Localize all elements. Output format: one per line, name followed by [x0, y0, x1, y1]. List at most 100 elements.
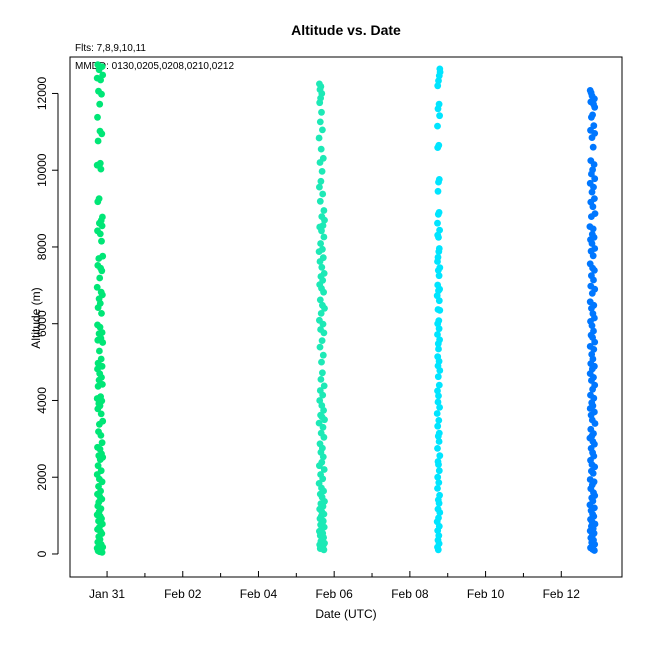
series-flight-8: [315, 80, 328, 554]
data-point: [590, 161, 598, 168]
x-axis: Jan 31 Feb 02 Feb 04 Feb 06 Feb 08 Feb 10 Feb …: [89, 571, 580, 601]
data-point: [436, 367, 444, 374]
data-point: [435, 72, 443, 80]
x-tick-label: Feb 02: [164, 587, 202, 601]
data-point: [316, 258, 324, 265]
y-tick-label: 0: [35, 550, 49, 557]
data-point: [318, 337, 326, 344]
data-point: [591, 338, 599, 346]
data-point: [315, 248, 323, 256]
data-point: [435, 467, 443, 475]
data-point: [433, 410, 441, 417]
data-point: [320, 329, 328, 337]
data-point: [435, 234, 442, 241]
data-point: [588, 134, 596, 142]
data-point: [96, 347, 103, 355]
data-point: [316, 159, 324, 166]
data-point: [93, 283, 101, 291]
data-point: [98, 310, 105, 317]
flights-annotation: Flts: 7,8,9,10,11: [75, 43, 146, 54]
data-point: [591, 420, 599, 427]
data-point: [434, 432, 442, 440]
data-point: [94, 405, 102, 413]
x-tick-label: Feb 04: [240, 587, 278, 601]
data-point: [318, 358, 325, 366]
data-point: [96, 100, 104, 108]
data-point: [319, 351, 327, 359]
data-point: [434, 122, 441, 130]
data-point: [320, 288, 327, 296]
data-point: [319, 423, 327, 431]
data-point: [434, 267, 442, 274]
data-point: [94, 113, 101, 121]
x-axis-label: Date (UTC): [315, 607, 376, 621]
data-point: [591, 547, 598, 554]
y-tick-label: 2000: [35, 464, 49, 491]
data-point: [315, 134, 323, 142]
data-point: [434, 398, 442, 406]
data-point: [436, 112, 443, 120]
y-axis-label: Altitude (m): [29, 287, 43, 348]
data-point: [97, 76, 104, 84]
data-point: [316, 462, 323, 470]
data-point: [434, 82, 442, 90]
data-point: [434, 105, 442, 113]
y-tick-label: 10000: [35, 153, 49, 187]
data-point: [588, 290, 596, 297]
x-tick-label: Feb 10: [467, 587, 505, 601]
data-point: [435, 325, 443, 333]
data-point: [589, 252, 597, 260]
data-point: [319, 126, 326, 134]
data-point: [99, 339, 107, 346]
data-point: [316, 118, 324, 126]
series-flight-10: [586, 87, 599, 554]
data-point: [590, 276, 597, 284]
x-tick-label: Feb 12: [543, 587, 581, 601]
data-point: [434, 144, 442, 152]
data-point: [589, 470, 597, 477]
series-flight-9: [433, 65, 444, 554]
data-point: [320, 546, 328, 554]
y-axis: 0 2000 4000 6000 8000 10000 12000: [35, 76, 59, 557]
data-point: [97, 432, 105, 439]
data-point: [317, 310, 325, 317]
data-point: [317, 145, 325, 153]
data-point: [435, 381, 443, 389]
data-point: [436, 509, 444, 516]
x-tick-label: Feb 06: [315, 587, 353, 601]
data-point: [319, 391, 327, 399]
data-point: [318, 108, 325, 116]
data-point: [591, 175, 599, 183]
data-point: [96, 274, 104, 282]
data-point: [435, 248, 443, 256]
mmdd-annotation: MMDD: 0130,0205,0208,0210,0212: [75, 61, 234, 72]
x-tick-label: Feb 08: [391, 587, 429, 601]
data-point: [318, 263, 326, 271]
data-point: [319, 453, 327, 461]
data-point: [591, 103, 599, 111]
plot-frame: [69, 56, 623, 578]
data-point: [588, 188, 596, 196]
data-points: [93, 61, 599, 556]
data-point: [316, 296, 324, 304]
data-point: [94, 382, 102, 390]
data-point: [98, 130, 106, 138]
data-point: [436, 404, 443, 411]
data-point: [435, 461, 442, 468]
data-point: [434, 219, 441, 227]
data-point: [95, 66, 103, 74]
data-point: [95, 255, 103, 262]
y-tick-label: 4000: [35, 387, 49, 414]
data-point: [588, 322, 596, 329]
data-point: [435, 479, 443, 486]
data-point: [434, 473, 442, 481]
data-point: [435, 297, 443, 305]
data-point: [320, 382, 328, 390]
data-point: [94, 462, 102, 470]
data-point: [434, 210, 442, 218]
data-point: [435, 392, 442, 400]
data-point: [434, 546, 442, 554]
data-point: [435, 499, 443, 507]
data-point: [589, 385, 596, 393]
